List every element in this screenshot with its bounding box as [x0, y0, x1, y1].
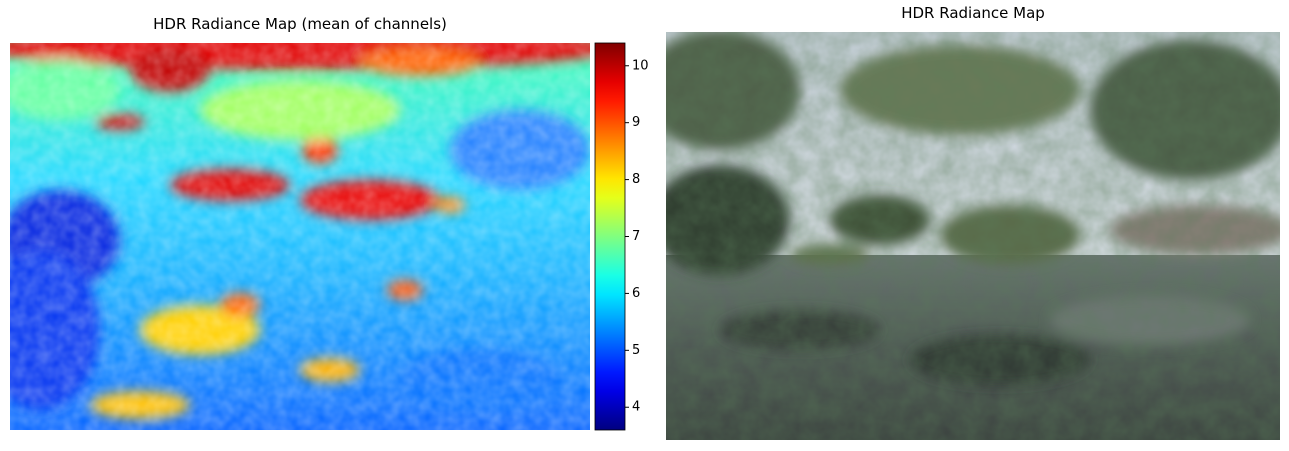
colorbar-tick-label: 10	[632, 58, 649, 73]
panel-title: HDR Radiance Map	[901, 4, 1045, 22]
panel-title: HDR Radiance Map (mean of channels)	[153, 15, 447, 33]
colorbar-tick-label: 5	[632, 343, 640, 358]
colorbar-frame	[594, 42, 626, 431]
colorbar-tick-label: 6	[632, 286, 640, 301]
colorbar	[595, 43, 625, 430]
photo-image	[666, 32, 1280, 440]
colorbar-tick-label: 7	[632, 229, 640, 244]
colorbar-tick-label: 4	[632, 400, 640, 415]
colorbar-tick-label: 9	[632, 115, 640, 130]
colorbar-tick-label: 8	[632, 172, 640, 187]
heatmap-image	[10, 43, 590, 430]
